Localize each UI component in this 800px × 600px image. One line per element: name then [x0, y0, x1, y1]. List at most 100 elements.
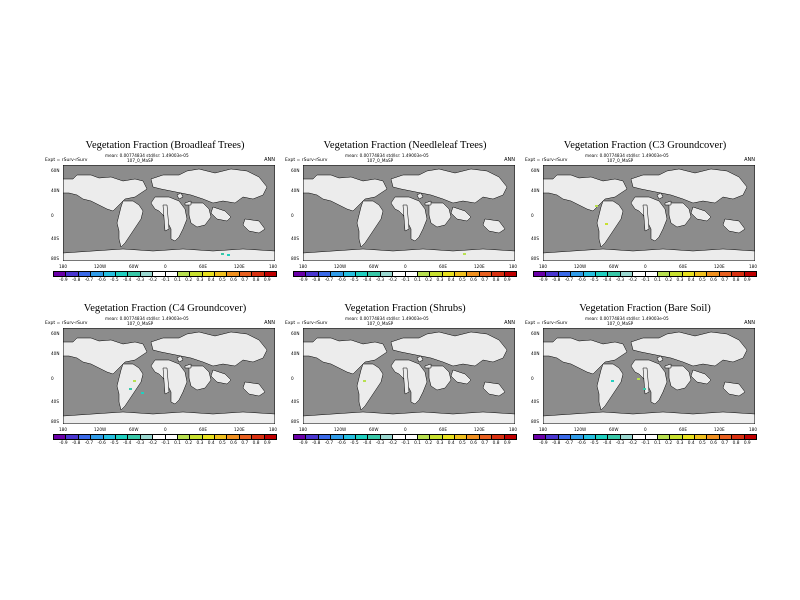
colorbar-swatch: [534, 435, 547, 439]
landmass: [242, 218, 266, 234]
colorbar-label: 0.4: [207, 441, 215, 446]
colorbar-label: -0.3: [375, 441, 385, 446]
expt-label: Expt = rSurv-rSurv: [45, 158, 88, 163]
colorbar-label: 0.4: [447, 441, 455, 446]
run-label: 107_0_MaSP: [127, 321, 154, 326]
x-tick-label: 60E: [199, 264, 207, 269]
x-tick-label: 60W: [129, 427, 139, 432]
colorbar-swatch: [140, 435, 154, 439]
colorbar-swatch: [331, 272, 344, 276]
colorbar-label: -0.4: [603, 441, 612, 446]
colorbar-label: 0.3: [196, 278, 204, 283]
landmass: [596, 363, 624, 411]
colorbar-label: -0.7: [84, 278, 94, 283]
anomaly-cell: [605, 223, 608, 225]
colorbar-label: -0.5: [110, 278, 119, 283]
colorbar-swatch: [239, 435, 253, 439]
y-tick-label: 0: [51, 213, 54, 218]
landmass: [390, 196, 428, 242]
colorbar-swatch: [355, 272, 369, 276]
colorbar-swatch: [343, 435, 356, 439]
colorbar-label: -0.7: [84, 441, 94, 446]
colorbar-label: -0.8: [71, 278, 81, 283]
colorbar-swatch: [707, 272, 720, 276]
x-tick-label: 120E: [474, 427, 485, 432]
colorbar-label: -0.9: [299, 441, 308, 446]
map-area: [63, 328, 275, 424]
colorbar-swatch: [190, 435, 203, 439]
colorbar-swatch: [202, 272, 216, 276]
colorbar-swatch: [744, 435, 757, 439]
colorbar-swatch: [239, 272, 253, 276]
colorbar-label: 0.7: [241, 278, 249, 283]
anomaly-cell: [637, 378, 640, 380]
landmass: [642, 204, 650, 232]
colorbar-swatch: [368, 435, 381, 439]
colorbar-label: 0.8: [252, 441, 260, 446]
y-tick-label: 0: [531, 376, 534, 381]
landmass: [210, 369, 232, 385]
colorbar-label: -0.1: [401, 278, 410, 283]
x-tick-label: 60W: [369, 427, 379, 432]
colorbar-label: -0.5: [590, 278, 599, 283]
colorbar-label: -0.6: [337, 441, 346, 446]
colorbar-label: -0.9: [59, 278, 68, 283]
map-panel: Vegetation Fraction (Shrubs) mean: 0.0077…: [285, 303, 525, 478]
y-tick-label: 40N: [531, 351, 540, 356]
colorbar-label: 0.1: [414, 278, 421, 283]
y-tick-label: 80S: [291, 256, 299, 261]
colorbar-label: 0.1: [654, 278, 661, 283]
landmass: [428, 202, 452, 228]
colorbar-swatch: [368, 272, 381, 276]
map-panel: Vegetation Fraction (C3 Groundcover) mean…: [525, 140, 765, 315]
colorbar-label: -0.4: [123, 441, 132, 446]
colorbar-label: -0.4: [363, 278, 372, 283]
colorbar-label: -0.4: [603, 278, 612, 283]
colorbar-swatch: [264, 435, 277, 439]
panel-title: Vegetation Fraction (Needleleaf Trees): [323, 140, 487, 151]
colorbar-label: 0.5: [698, 278, 706, 283]
anomaly-cell: [363, 380, 366, 382]
expt-label: Expt = rSurv-rSurv: [45, 321, 88, 326]
colorbar-label: 0.8: [732, 278, 740, 283]
landmass: [188, 365, 212, 391]
colorbar-swatch: [306, 435, 319, 439]
landmass: [63, 248, 275, 261]
season-label: ANN: [744, 320, 755, 326]
colorbar-label: -0.7: [564, 278, 574, 283]
x-tick-label: 60W: [609, 264, 619, 269]
colorbar-swatch: [177, 272, 191, 276]
anomaly-cell: [133, 380, 136, 382]
anomaly-cell: [611, 380, 614, 382]
landmass: [303, 337, 388, 375]
panel-stats: mean: 0.00774834 std/lsr: 1.49003e-05: [585, 153, 669, 158]
landmass: [402, 367, 410, 395]
colorbar-label: -0.6: [577, 278, 586, 283]
colorbar-swatch: [115, 435, 129, 439]
colorbar-label: -0.9: [299, 278, 308, 283]
colorbar-label: 0.3: [676, 278, 684, 283]
colorbar-swatch: [215, 272, 228, 276]
colorbar-swatch: [128, 272, 141, 276]
colorbar-label: 0.2: [425, 441, 433, 446]
colorbar: -0.9 -0.8 -0.7 -0.6 -0.5 -0.4 -0.3 -0.2 -0.1 0.1 0…: [533, 434, 757, 446]
season-label: ANN: [504, 157, 515, 163]
colorbar-label: 0.6: [470, 278, 478, 283]
colorbar-label: 0.9: [743, 278, 751, 283]
colorbar-label: 0.8: [492, 441, 500, 446]
landmass: [630, 331, 748, 367]
colorbar-swatch: [492, 435, 505, 439]
expt-label: Expt = rSurv-rSurv: [525, 321, 568, 326]
map-panel: Vegetation Fraction (Broadleaf Trees) mea…: [45, 140, 285, 315]
colorbar-swatch: [504, 435, 517, 439]
colorbar-swatch: [417, 435, 431, 439]
x-tick-label: 60E: [439, 427, 447, 432]
colorbar-swatch: [153, 272, 166, 276]
landmass: [630, 196, 668, 242]
landmass: [690, 206, 712, 222]
colorbar-swatch: [504, 272, 517, 276]
anomaly-cell: [221, 253, 224, 255]
colorbar-label: -0.5: [350, 278, 359, 283]
landmass: [162, 204, 170, 232]
colorbar-swatch: [177, 435, 191, 439]
